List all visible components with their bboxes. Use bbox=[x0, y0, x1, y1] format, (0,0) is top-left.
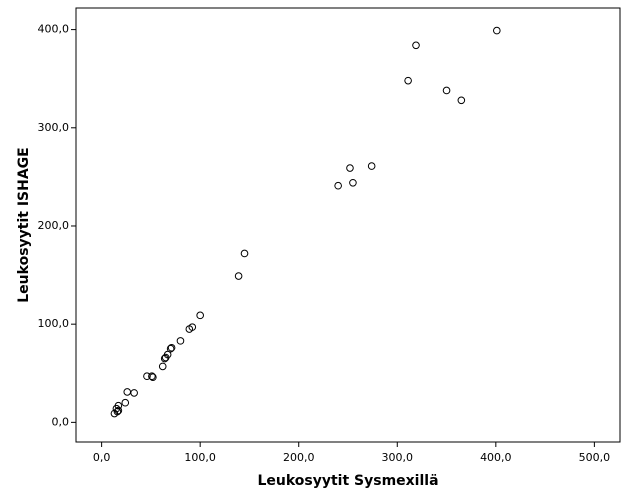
x-tick-label: 300,0 bbox=[382, 451, 414, 464]
point bbox=[442, 86, 451, 95]
y-tick-label: 400,0 bbox=[38, 23, 70, 36]
point bbox=[334, 181, 342, 190]
point bbox=[234, 272, 243, 280]
point bbox=[176, 337, 185, 345]
x-axis-label: Leukosyytit Sysmexillä bbox=[257, 473, 438, 489]
point bbox=[240, 249, 249, 258]
point bbox=[349, 178, 357, 187]
x-tick-label: 100,0 bbox=[184, 451, 216, 464]
point bbox=[166, 344, 175, 353]
point bbox=[493, 26, 501, 35]
point bbox=[196, 311, 204, 320]
point bbox=[143, 372, 151, 381]
point bbox=[412, 41, 420, 50]
point bbox=[185, 325, 194, 333]
point bbox=[130, 389, 138, 397]
y-tick-label: 100,0 bbox=[38, 317, 70, 330]
point bbox=[160, 354, 169, 363]
plot-frame bbox=[75, 7, 621, 443]
point bbox=[148, 372, 156, 381]
x-tick-label: 400,0 bbox=[480, 451, 512, 464]
x-tick-label: 200,0 bbox=[283, 451, 315, 464]
point bbox=[149, 373, 157, 381]
point bbox=[367, 162, 376, 170]
y-axis-label: Leukosyytit ISHAGE bbox=[16, 147, 32, 302]
x-tick-label: 500,0 bbox=[579, 451, 611, 464]
y-tick-label: 200,0 bbox=[38, 219, 70, 232]
x-tick-label: 0,0 bbox=[93, 451, 111, 464]
y-tick-label: 0,0 bbox=[52, 415, 70, 428]
point bbox=[158, 362, 167, 371]
point bbox=[161, 353, 170, 362]
point bbox=[404, 76, 412, 85]
point bbox=[457, 96, 466, 105]
point bbox=[110, 409, 119, 418]
point bbox=[121, 398, 130, 407]
y-tick-label: 300,0 bbox=[38, 121, 70, 134]
point bbox=[346, 164, 354, 172]
point bbox=[167, 343, 176, 352]
